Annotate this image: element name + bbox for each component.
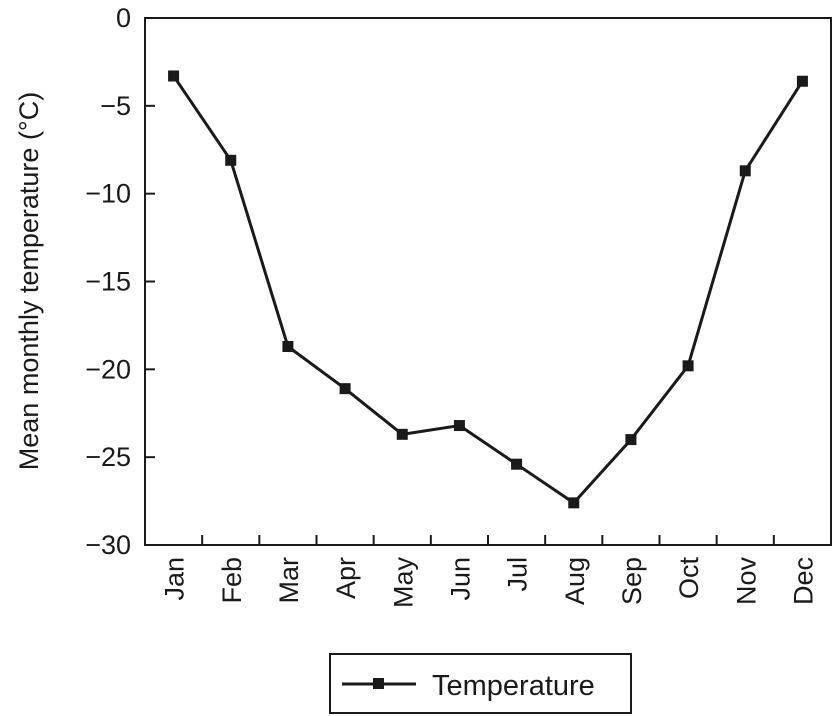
data-point-marker — [625, 434, 637, 446]
axes — [144, 17, 832, 546]
y-tick-label: −30 — [85, 530, 131, 560]
x-tick-label: Jul — [503, 557, 533, 592]
legend-label: Temperature — [432, 670, 595, 702]
x-tick-label: Oct — [674, 557, 704, 600]
data-point-marker — [568, 497, 580, 509]
data-point-marker — [225, 154, 237, 166]
y-tick-label: −20 — [85, 354, 131, 384]
data-point-marker — [453, 420, 465, 432]
data-point-marker — [396, 428, 408, 440]
x-tick-label: Sep — [617, 557, 647, 605]
x-tick-label: Aug — [560, 557, 590, 605]
legend: Temperature — [329, 653, 632, 714]
plot-frame — [144, 17, 832, 546]
data-point-marker — [339, 383, 351, 395]
x-tick-label: Mar — [274, 557, 304, 604]
x-tick-label: Feb — [217, 557, 247, 604]
data-point-marker — [282, 340, 294, 352]
data-point-marker — [796, 75, 808, 87]
y-tick-label: −15 — [85, 267, 131, 297]
y-tick-label: −25 — [85, 442, 131, 472]
data-point-marker — [739, 165, 751, 177]
x-tick-label: Dec — [788, 557, 818, 605]
x-tick-label: Jan — [160, 557, 190, 601]
x-tick-label: Nov — [731, 557, 761, 606]
x-tick-label: May — [388, 557, 418, 609]
y-tick-label: −10 — [85, 179, 131, 209]
y-axis-title: Mean monthly temperature (°C) — [14, 92, 44, 470]
x-axis-ticks: Jan Feb Mar Apr May Jun Jul Aug Sep Oct Nov Dec — [160, 535, 818, 609]
data-point-marker — [511, 458, 523, 470]
x-tick-label: Jun — [445, 557, 475, 601]
series-layer — [168, 70, 808, 509]
legend-marker-swatch — [373, 678, 384, 689]
data-point-marker — [168, 70, 180, 82]
y-axis-ticks: 0 −5 −10 −15 −20 −25 −30 — [85, 3, 155, 560]
data-point-marker — [682, 360, 694, 372]
x-tick-label: Apr — [331, 557, 361, 599]
series-line — [172, 75, 804, 505]
y-tick-label: 0 — [116, 3, 131, 33]
y-tick-label: −5 — [100, 91, 131, 121]
